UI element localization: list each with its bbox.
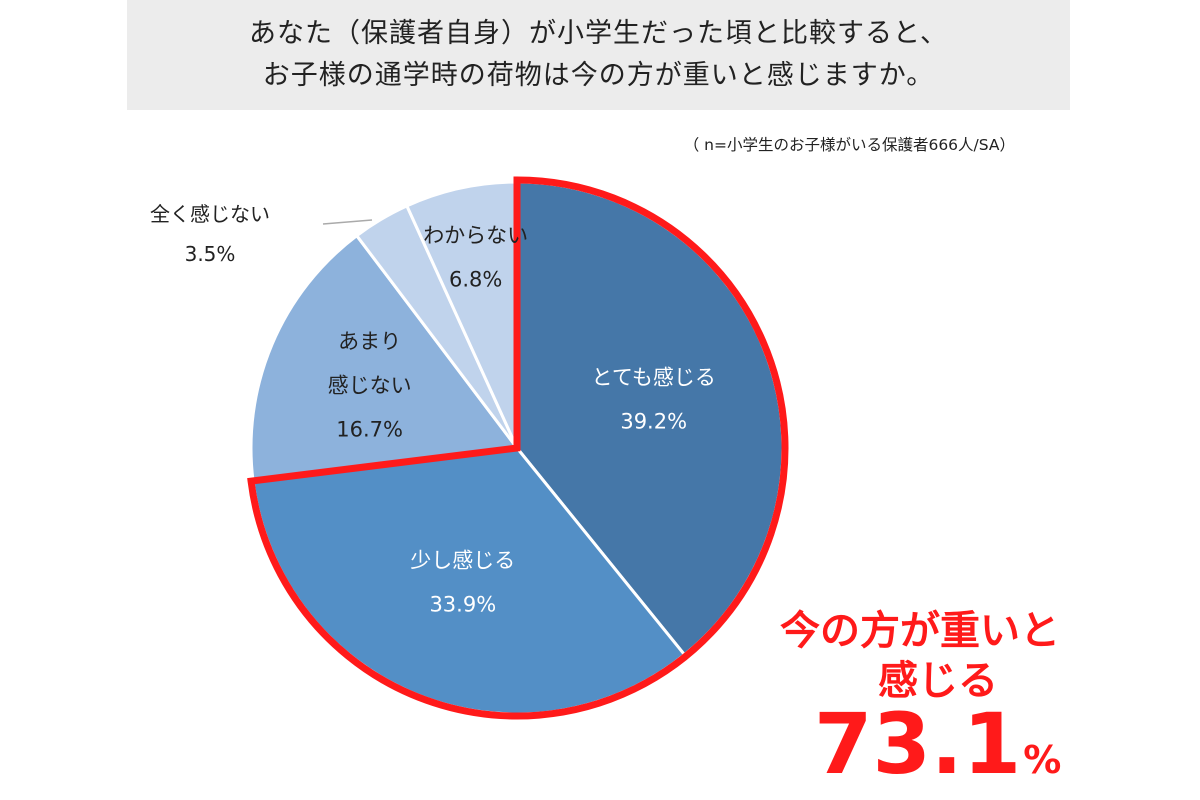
leader-line (322, 219, 373, 225)
title-line-2: お子様の通学時の荷物は今の方が重いと感じますか。 (262, 60, 935, 91)
callout-value: 73.1% (814, 694, 1061, 800)
callout-unit: % (1023, 738, 1062, 782)
external-label-none-name: 全く感じない (150, 202, 270, 226)
slice-label-not-much-value: 16.7% (336, 418, 403, 442)
slice-label-somewhat-name: 少し感じる (410, 549, 515, 573)
slice-label-not-much-name: あまり (338, 330, 401, 354)
slice-label-dont-know-name: わからない (423, 223, 528, 247)
callout-line-2: 感じる (878, 658, 998, 704)
callout-text: 今の方が重いと 感じる (780, 606, 1060, 706)
highlight-outline (247, 176, 789, 720)
slice-label-very-name: とても感じる (592, 366, 716, 390)
slice-label-dont-know-value: 6.8% (449, 267, 502, 291)
slice-label-somewhat-value: 33.9% (429, 593, 496, 617)
callout-number: 73.1 (814, 695, 1022, 793)
external-label-none-value: 3.5% (184, 242, 236, 266)
pie-slice-not-much (249, 234, 519, 483)
title-box: あなた（保護者自身）が小学生だった頃と比較すると、 お子様の通学時の荷物は今の方… (127, 0, 1070, 110)
slice-label-very-value: 39.2% (620, 410, 687, 434)
external-label-none: 全く感じない 3.5% (150, 194, 270, 274)
callout-line-1: 今の方が重いと (780, 608, 1060, 654)
title-line-1: あなた（保護者自身）が小学生だった頃と比較すると、 (249, 18, 948, 49)
pie-highlight-outline (247, 176, 789, 720)
sample-note: （ n=小学生のお子様がいる保護者666人/SA） (683, 136, 1015, 154)
slice-label-not-much-name: 感じない (328, 374, 412, 398)
